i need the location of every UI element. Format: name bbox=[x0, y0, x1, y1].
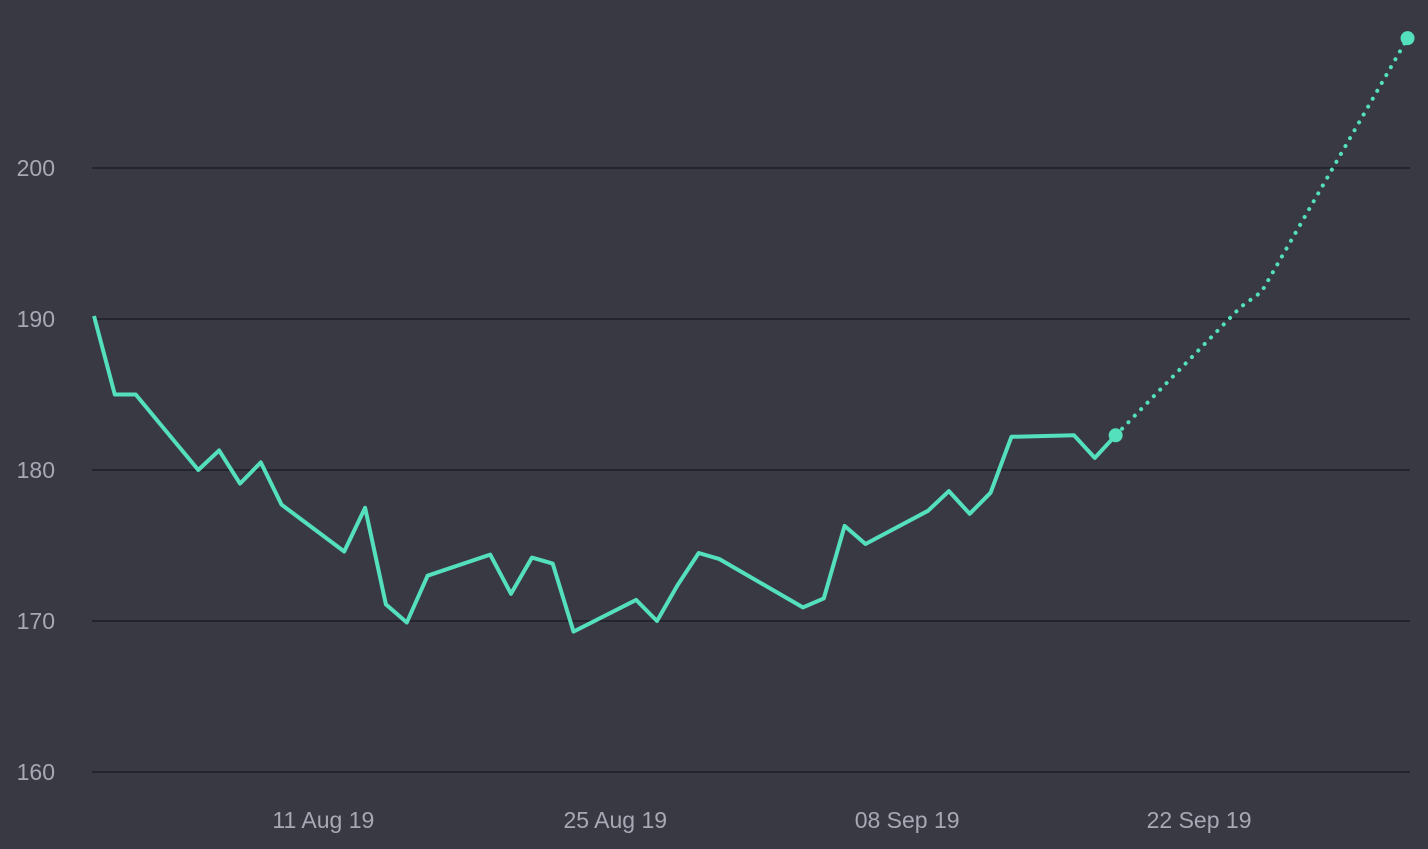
y-tick-label: 160 bbox=[17, 759, 55, 785]
gridlines bbox=[92, 167, 1410, 773]
y-tick-label: 170 bbox=[17, 608, 55, 634]
price-line bbox=[92, 315, 1118, 634]
x-tick-label: 08 Sep 19 bbox=[855, 807, 960, 833]
y-tick-label: 190 bbox=[17, 306, 55, 332]
projection-line bbox=[1113, 36, 1410, 438]
projection-end-marker bbox=[1400, 31, 1415, 46]
x-tick-label: 11 Aug 19 bbox=[272, 807, 374, 833]
x-axis-tick-labels: 11 Aug 19 25 Aug 19 08 Sep 19 22 Sep 19 bbox=[272, 807, 1251, 833]
data-series bbox=[92, 31, 1415, 634]
x-tick-label: 25 Aug 19 bbox=[563, 807, 667, 833]
y-axis-tick-labels: 160 170 180 190 200 bbox=[17, 155, 55, 785]
x-tick-label: 22 Sep 19 bbox=[1147, 807, 1252, 833]
last-actual-point-marker bbox=[1108, 428, 1123, 443]
y-tick-label: 180 bbox=[17, 457, 55, 483]
y-tick-label: 200 bbox=[17, 155, 55, 181]
